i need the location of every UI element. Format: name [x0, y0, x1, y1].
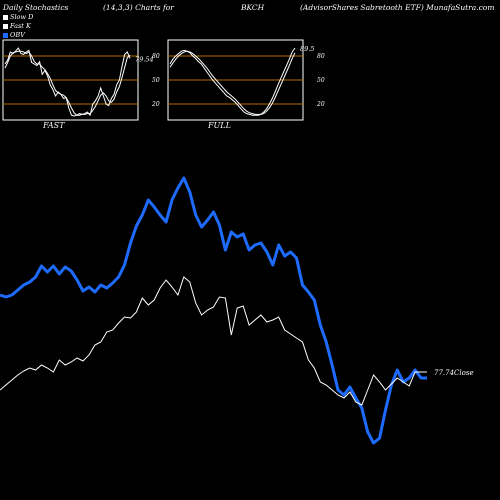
fast-k-line: [169, 47, 296, 116]
slow-d-line: [4, 50, 131, 116]
tick-label: 50: [317, 77, 325, 84]
header-symbol: BKCH: [241, 3, 265, 12]
legend-item-slow-d: Slow D: [3, 13, 33, 22]
tick-label: 80: [152, 53, 160, 60]
header-params: (14,3,3) Charts for: [103, 3, 174, 12]
tick-label: 80: [317, 53, 325, 60]
header-fund-name: (AdvisorShares Sabretooth ETF) MunafaSut…: [300, 3, 495, 12]
close-value-label: 77.74Close: [434, 369, 474, 377]
tick-label: 20: [151, 101, 160, 108]
fast-k-line: [4, 47, 131, 117]
legend-swatch: [3, 33, 8, 38]
legend-item-obv: OBV: [3, 31, 33, 40]
current-value-label: 89.5: [300, 45, 314, 53]
panel-label-full: FULL: [208, 121, 231, 130]
legend-label: Fast K: [10, 22, 31, 30]
obv-line: [0, 176, 427, 445]
tick-label: 50: [152, 77, 160, 84]
current-value-label: 79.54: [135, 55, 154, 63]
legend-item-fast-k: Fast K: [3, 22, 33, 31]
close-price-line: [0, 276, 427, 406]
panel-label-fast: FAST: [43, 121, 65, 130]
panel-fast: 80 50 20 79.54: [2, 39, 160, 121]
header-title: Daily Stochastics: [3, 3, 69, 12]
legend: Slow D Fast K OBV: [3, 13, 33, 40]
panel-full: 80 50 20 89.5: [167, 39, 325, 121]
legend-swatch: [3, 24, 8, 29]
legend-label: Slow D: [10, 13, 34, 21]
legend-swatch: [3, 15, 8, 20]
legend-label: OBV: [10, 31, 25, 39]
tick-label: 20: [316, 101, 325, 108]
slow-d-line: [169, 50, 296, 115]
